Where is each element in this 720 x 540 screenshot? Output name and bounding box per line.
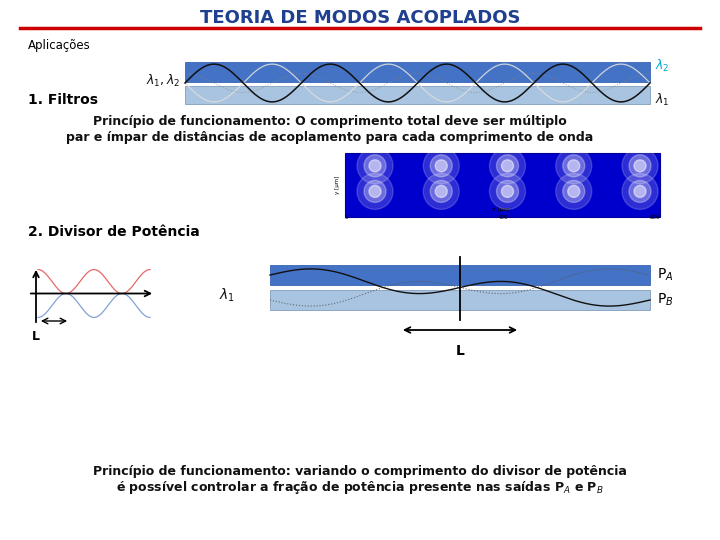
Circle shape (423, 173, 459, 210)
Circle shape (568, 160, 580, 172)
Text: é possível controlar a fração de potência presente nas saídas P$_A$ e P$_B$: é possível controlar a fração de potênci… (116, 478, 604, 496)
Text: TEORIA DE MODOS ACOPLADOS: TEORIA DE MODOS ACOPLADOS (199, 9, 521, 27)
Text: Princípio de funcionamento: variando o comprimento do divisor de potência: Princípio de funcionamento: variando o c… (93, 465, 627, 478)
Text: $\lambda_1$: $\lambda_1$ (655, 92, 670, 108)
Circle shape (431, 155, 452, 177)
Text: Princípio de funcionamento: O comprimento total deve ser múltiplo: Princípio de funcionamento: O compriment… (93, 116, 567, 129)
Circle shape (423, 148, 459, 184)
Text: L: L (456, 344, 464, 358)
Text: 800: 800 (649, 215, 660, 220)
Text: z [μm]: z [μm] (492, 207, 513, 212)
Text: y [μm]: y [μm] (335, 176, 340, 194)
Circle shape (502, 160, 513, 172)
Text: P$_A$: P$_A$ (657, 267, 673, 283)
Circle shape (357, 173, 393, 210)
Bar (270, 290, 650, 310)
Circle shape (563, 180, 585, 202)
Circle shape (629, 155, 651, 177)
Circle shape (490, 173, 526, 210)
Text: $\lambda_1, \lambda_2$: $\lambda_1, \lambda_2$ (145, 73, 180, 89)
Text: par e ímpar de distâncias de acoplamento para cada comprimento de onda: par e ímpar de distâncias de acoplamento… (66, 131, 593, 144)
Circle shape (436, 185, 447, 198)
Bar (185, 62, 650, 82)
Circle shape (568, 185, 580, 198)
Text: Aplicações: Aplicações (28, 39, 91, 52)
Text: $\lambda_1$: $\lambda_1$ (219, 286, 235, 303)
Circle shape (369, 160, 381, 172)
Text: 1. Filtros: 1. Filtros (28, 93, 98, 107)
Circle shape (364, 180, 386, 202)
Circle shape (629, 180, 651, 202)
Text: 2. Divisor de Potência: 2. Divisor de Potência (28, 225, 199, 239)
Text: P$_B$: P$_B$ (657, 292, 674, 308)
Text: $\lambda_2$: $\lambda_2$ (655, 58, 670, 74)
Circle shape (436, 160, 447, 172)
Circle shape (497, 180, 518, 202)
Text: 0: 0 (345, 215, 348, 220)
Circle shape (364, 155, 386, 177)
Text: L: L (32, 330, 40, 343)
Circle shape (369, 185, 381, 198)
Circle shape (556, 173, 592, 210)
Circle shape (490, 148, 526, 184)
Circle shape (431, 180, 452, 202)
Bar (270, 265, 650, 285)
Bar (345, 153, 660, 217)
Circle shape (563, 155, 585, 177)
Circle shape (634, 185, 646, 198)
Circle shape (502, 185, 513, 198)
Circle shape (556, 148, 592, 184)
Circle shape (622, 173, 658, 210)
Circle shape (622, 148, 658, 184)
Bar (185, 86, 650, 104)
Circle shape (497, 155, 518, 177)
Text: 400: 400 (498, 215, 508, 220)
Circle shape (634, 160, 646, 172)
Circle shape (357, 148, 393, 184)
